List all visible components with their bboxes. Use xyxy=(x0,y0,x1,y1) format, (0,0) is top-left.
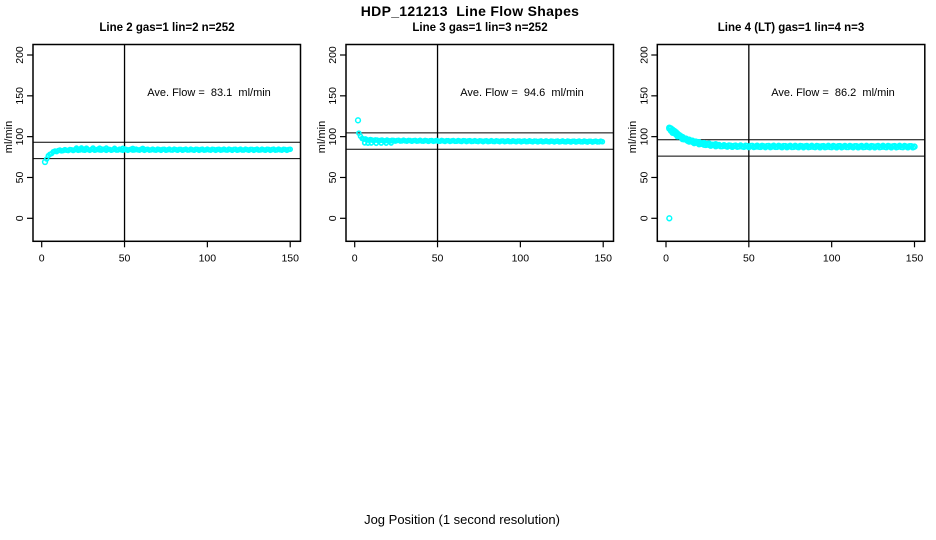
panel-title-line-3: Line 3 gas=1 lin=3 n=252 xyxy=(412,22,548,34)
y-tick-label: 100 xyxy=(638,128,650,146)
x-axis-label: Jog Position (1 second resolution) xyxy=(364,512,560,527)
y-tick-label: 50 xyxy=(638,171,650,183)
data-point xyxy=(692,138,700,145)
y-tick-label: 200 xyxy=(14,46,26,64)
data-point xyxy=(685,136,693,143)
data-point xyxy=(90,145,96,151)
ave-flow-annotation-line-4: Ave. Flow = 86.2 ml/min xyxy=(771,87,895,99)
y-tick-label: 100 xyxy=(14,128,26,146)
x-tick-label: 50 xyxy=(743,252,755,264)
data-point xyxy=(103,145,110,151)
x-tick-label: 50 xyxy=(119,252,131,264)
plot-box xyxy=(345,43,615,243)
x-tick-label: 150 xyxy=(594,252,612,264)
panel-2: 0 50 100 150 200 0 50 100 150 xyxy=(638,43,926,264)
y-tick-label: 150 xyxy=(327,87,339,105)
ave-flow-annotation-line-3: Ave. Flow = 94.6 ml/min xyxy=(460,87,584,99)
x-tick-label: 0 xyxy=(663,252,669,264)
outlier-point xyxy=(666,215,673,222)
data-point xyxy=(73,145,80,151)
data-point xyxy=(120,145,126,152)
y-axis-label-line-3: ml/min xyxy=(316,120,328,154)
panel-0: 0 50 100 150 200 0 50 100 150 xyxy=(14,43,302,264)
data-point xyxy=(378,140,385,146)
data-point xyxy=(388,140,394,146)
data-point xyxy=(287,146,294,153)
ave-flow-annotation-line-2: Ave. Flow = 83.1 ml/min xyxy=(147,87,271,99)
y-tick-label: 200 xyxy=(638,46,650,64)
data-point xyxy=(111,145,118,152)
outlier-point xyxy=(41,158,49,166)
data-point xyxy=(682,135,690,142)
figure-title: HDP_121213 Line Flow Shapes xyxy=(360,3,580,19)
x-tick-label: 150 xyxy=(281,252,299,264)
y-tick-label: 0 xyxy=(327,215,339,221)
panel-title-line-4: Line 4 (LT) gas=1 lin=4 n=3 xyxy=(717,22,865,34)
data-point xyxy=(96,145,103,151)
outlier-point xyxy=(354,117,362,124)
data-point xyxy=(689,137,696,144)
x-tick-label: 150 xyxy=(906,252,924,264)
y-tick-label: 0 xyxy=(638,215,650,221)
panel-1: 0 50 100 150 200 0 50 100 150 xyxy=(327,43,615,264)
data-point xyxy=(368,140,375,146)
data-point xyxy=(712,140,719,148)
data-point xyxy=(599,138,606,145)
data-point xyxy=(705,140,713,147)
x-tick-label: 100 xyxy=(823,252,841,264)
y-tick-label: 200 xyxy=(327,46,339,64)
x-tick-label: 0 xyxy=(352,252,358,264)
data-point xyxy=(78,145,85,151)
data-point xyxy=(911,143,918,150)
y-tick-label: 50 xyxy=(327,171,339,183)
x-tick-label: 100 xyxy=(199,252,217,264)
y-tick-label: 50 xyxy=(14,171,26,183)
y-tick-label: 150 xyxy=(14,87,26,105)
data-point xyxy=(139,145,146,152)
y-axis-label-line-2: ml/min xyxy=(3,120,15,154)
data-point xyxy=(383,140,389,146)
data-point xyxy=(373,140,380,147)
y-axis-label-line-4: ml/min xyxy=(627,120,639,154)
plot-box xyxy=(656,43,926,243)
panel-title-line-2: Line 2 gas=1 lin=2 n=252 xyxy=(99,22,235,34)
data-point xyxy=(83,145,90,151)
x-tick-label: 100 xyxy=(512,252,530,264)
data-point xyxy=(130,145,136,152)
x-tick-label: 50 xyxy=(432,252,444,264)
y-tick-label: 100 xyxy=(327,128,339,146)
plot-box xyxy=(32,43,302,243)
y-tick-label: 150 xyxy=(638,87,650,105)
x-tick-label: 0 xyxy=(39,252,45,264)
y-tick-label: 0 xyxy=(14,215,26,221)
